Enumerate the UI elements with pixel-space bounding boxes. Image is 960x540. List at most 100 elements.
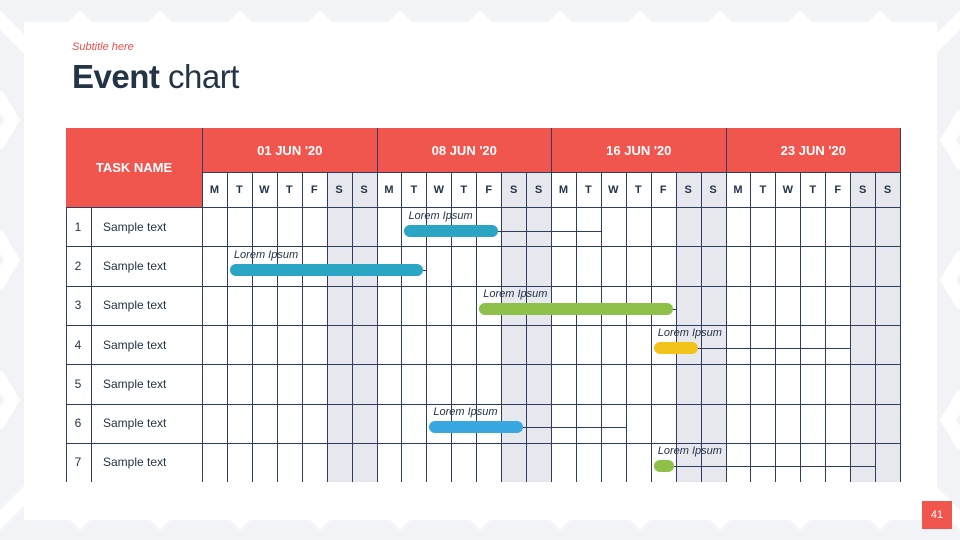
grid-line-horizontal bbox=[66, 207, 902, 208]
grid-line-horizontal bbox=[66, 364, 902, 366]
day-label: W bbox=[608, 183, 619, 196]
task-name: Sample text bbox=[103, 455, 167, 470]
day-label: T bbox=[236, 183, 243, 196]
day-label: F bbox=[485, 183, 493, 196]
day-label: W bbox=[782, 183, 794, 196]
day-label: F bbox=[659, 183, 667, 196]
day-label: T bbox=[585, 183, 592, 196]
event-bar[interactable] bbox=[404, 224, 499, 237]
event-connector-line bbox=[653, 466, 876, 468]
grid-line-horizontal bbox=[66, 403, 902, 405]
event-bar[interactable] bbox=[229, 263, 424, 276]
task-name: Sample text bbox=[103, 258, 167, 273]
grid-line-vertical bbox=[251, 172, 253, 483]
day-label: S bbox=[684, 183, 692, 196]
event-label: Lorem Ipsum bbox=[408, 209, 473, 222]
day-label: M bbox=[558, 183, 569, 196]
grid-line-vertical bbox=[750, 172, 752, 483]
day-label: S bbox=[883, 183, 892, 196]
event-label: Lorem Ipsum bbox=[233, 248, 299, 261]
title-light-part: chart bbox=[168, 58, 239, 95]
day-label: M bbox=[384, 183, 394, 196]
grid-line-vertical bbox=[276, 172, 278, 483]
grid-line-vertical bbox=[700, 172, 702, 483]
grid-line-vertical bbox=[575, 172, 577, 483]
day-label: S bbox=[858, 183, 867, 196]
event-bar[interactable] bbox=[653, 460, 674, 473]
day-label: T bbox=[460, 183, 468, 196]
day-label: M bbox=[209, 183, 220, 196]
day-label: M bbox=[733, 183, 743, 196]
row-number: 5 bbox=[74, 376, 82, 391]
day-label: T bbox=[410, 183, 418, 196]
title-bold-part: Event bbox=[72, 58, 160, 95]
task-name: Sample text bbox=[103, 376, 167, 391]
weekend-column bbox=[675, 172, 726, 483]
grid-line-vertical bbox=[301, 172, 303, 483]
grid-line-horizontal bbox=[66, 285, 902, 287]
day-label: S bbox=[534, 183, 543, 196]
slide-title: Event chart bbox=[72, 58, 239, 96]
event-label: Lorem Ipsum bbox=[433, 406, 498, 419]
day-label: T bbox=[634, 183, 642, 196]
grid-line-vertical bbox=[66, 207, 67, 483]
task-name: Sample text bbox=[103, 416, 167, 431]
grid-line-vertical bbox=[825, 172, 827, 483]
slide-card bbox=[24, 22, 937, 520]
weekend-column bbox=[850, 172, 901, 483]
page-number: 41 bbox=[922, 501, 952, 529]
row-number: 6 bbox=[74, 416, 82, 431]
week-header: 08 JUN '20 bbox=[376, 128, 551, 172]
day-label: S bbox=[709, 183, 717, 196]
grid-line-vertical bbox=[226, 172, 228, 483]
event-bar[interactable] bbox=[429, 421, 524, 434]
day-label: F bbox=[834, 183, 842, 196]
weekend-column bbox=[326, 172, 377, 483]
task-name: Sample text bbox=[103, 219, 167, 234]
row-number: 1 bbox=[74, 219, 82, 234]
event-connector-line bbox=[404, 230, 601, 232]
day-label: S bbox=[360, 183, 368, 196]
grid-line-vertical bbox=[600, 172, 602, 483]
day-label: T bbox=[285, 183, 293, 196]
event-label: Lorem Ipsum bbox=[657, 445, 722, 458]
grid-line-vertical bbox=[451, 172, 453, 483]
grid-line-vertical bbox=[875, 172, 877, 483]
grid-line-vertical bbox=[675, 172, 677, 483]
grid-line-vertical bbox=[476, 172, 478, 483]
week-header: 01 JUN '20 bbox=[202, 128, 377, 172]
day-label: W bbox=[433, 183, 445, 196]
grid-line-vertical bbox=[625, 172, 627, 483]
grid-line-horizontal bbox=[202, 172, 902, 173]
day-label: T bbox=[759, 183, 767, 196]
grid-line-vertical bbox=[202, 128, 203, 483]
row-number: 7 bbox=[74, 455, 82, 470]
day-label: S bbox=[509, 183, 518, 196]
week-header: 23 JUN '20 bbox=[725, 128, 901, 172]
row-number: 4 bbox=[74, 337, 82, 352]
grid-line-vertical bbox=[650, 172, 652, 483]
row-number: 3 bbox=[74, 298, 82, 313]
task-name: Sample text bbox=[103, 337, 167, 352]
grid-line-vertical bbox=[900, 128, 902, 483]
grid-line-vertical bbox=[775, 172, 777, 483]
task-name: Sample text bbox=[103, 298, 167, 313]
day-label: T bbox=[809, 183, 817, 196]
grid-line-vertical bbox=[526, 172, 528, 483]
grid-line-vertical bbox=[91, 207, 92, 483]
row-number: 2 bbox=[74, 258, 82, 273]
grid-line-vertical bbox=[326, 172, 328, 483]
grid-line-vertical bbox=[376, 128, 378, 483]
event-label: Lorem Ipsum bbox=[483, 288, 548, 301]
event-bar[interactable] bbox=[479, 303, 673, 316]
grid-line-vertical bbox=[501, 172, 503, 483]
grid-line-vertical bbox=[426, 172, 428, 483]
slide-subtitle: Subtitle here bbox=[72, 41, 134, 53]
grid-line-horizontal bbox=[66, 442, 902, 444]
day-label: F bbox=[310, 183, 318, 196]
event-bar[interactable] bbox=[653, 342, 698, 355]
week-header: 16 JUN '20 bbox=[551, 128, 726, 172]
day-label: S bbox=[335, 183, 343, 196]
grid-line-vertical bbox=[351, 172, 353, 483]
